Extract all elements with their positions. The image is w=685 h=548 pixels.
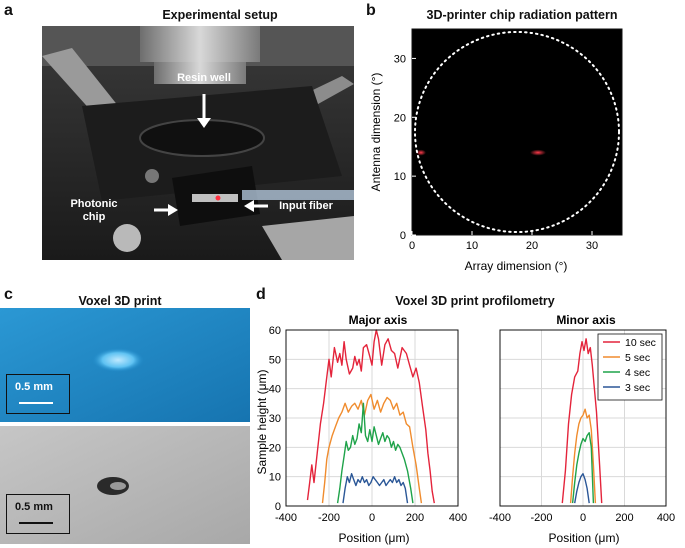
legend-box bbox=[597, 333, 663, 401]
chart-d-major-title: Major axis bbox=[349, 313, 408, 327]
chart-b-xtick-label: 30 bbox=[586, 240, 598, 252]
chart-b-xtick-label: 20 bbox=[526, 240, 538, 252]
series-line-5-sec bbox=[321, 393, 423, 504]
chart-d: -400 -200 0 200 400 0 10 20 30 40 50 60 -400 -200 0 20… bbox=[256, 313, 675, 545]
panel-letter-d: d bbox=[256, 286, 266, 303]
setup-photo: Resin well Photonic chip Input fiber bbox=[42, 26, 354, 260]
xtick-label: 0 bbox=[369, 512, 375, 524]
chart-d-minor-xlabel: Position (μm) bbox=[549, 531, 620, 545]
chart-b-ytick-label: 0 bbox=[400, 230, 406, 242]
series-line-4-sec bbox=[571, 431, 595, 504]
chart-b: 0 10 20 30 0 10 20 30 Array dimension (°) Anten… bbox=[369, 28, 623, 273]
xtick-label: -200 bbox=[530, 512, 552, 524]
panel-d-title: Voxel 3D print profilometry bbox=[395, 294, 555, 308]
panel-letter-b: b bbox=[366, 2, 376, 19]
input-fiber-label: Input fiber bbox=[279, 200, 333, 212]
xtick-label: 200 bbox=[615, 512, 633, 524]
xtick-label: 200 bbox=[406, 512, 424, 524]
scalebar-top-label: 0.5 mm bbox=[15, 381, 53, 393]
setup-photo-drawing bbox=[42, 26, 354, 260]
ytick-label: 20 bbox=[269, 442, 281, 454]
chart-b-xtick-label: 0 bbox=[409, 240, 415, 252]
series-line-5-sec bbox=[569, 408, 597, 504]
voxel-bottom-drawing bbox=[0, 426, 250, 544]
legend-label: 4 sec bbox=[625, 367, 650, 379]
panel-b-title: 3D-printer chip radiation pattern bbox=[426, 8, 618, 22]
chart-d-minor-title: Minor axis bbox=[556, 313, 616, 327]
chart-b-plot-area bbox=[412, 29, 622, 235]
xtick-label: 400 bbox=[449, 512, 467, 524]
chart-b-xlabel: Array dimension (°) bbox=[465, 259, 568, 273]
series-line-3-sec bbox=[342, 472, 409, 504]
scalebar-bottom-label: 0.5 mm bbox=[15, 501, 53, 513]
chart-b-ytick-label: 20 bbox=[394, 112, 406, 124]
chart-d-minor-frame bbox=[499, 329, 667, 507]
voxel-photo-top: 0.5 mm bbox=[0, 308, 250, 422]
scalebar-bottom-bar bbox=[19, 522, 53, 524]
ytick-label: 40 bbox=[269, 384, 281, 396]
ytick-label: 30 bbox=[269, 413, 281, 425]
xtick-label: -400 bbox=[489, 512, 511, 524]
scalebar-top-bar bbox=[19, 402, 53, 404]
chart-b-ytick-label: 30 bbox=[394, 53, 406, 65]
xtick-label: 0 bbox=[580, 512, 586, 524]
xtick-label: -400 bbox=[275, 512, 297, 524]
legend-label: 3 sec bbox=[625, 382, 650, 394]
boundary-circle bbox=[414, 30, 620, 234]
chart-b-ylabel: Antenna dimension (°) bbox=[369, 73, 383, 192]
series-line-3-sec bbox=[574, 472, 590, 504]
legend-label: 10 sec bbox=[625, 337, 656, 349]
xtick-label: -200 bbox=[318, 512, 340, 524]
ytick-label: 50 bbox=[269, 354, 281, 366]
series-line-10-sec bbox=[561, 338, 603, 504]
resin-well-label: Resin well bbox=[177, 72, 231, 84]
panel-a-title: Experimental setup bbox=[162, 8, 278, 22]
photonic-chip-label: Photonic chip bbox=[70, 198, 118, 223]
chart-b-frame bbox=[411, 28, 623, 236]
ytick-label: 60 bbox=[269, 325, 281, 337]
chart-d-ylabel: Sample height (μm) bbox=[256, 370, 269, 475]
voxel-photo-bottom: 0.5 mm bbox=[0, 426, 250, 544]
panel-c-title: Voxel 3D print bbox=[78, 294, 162, 308]
chart-d-major-xlabel: Position (μm) bbox=[339, 531, 410, 545]
chart-b-ytick-label: 10 bbox=[394, 171, 406, 183]
panel-letter-a: a bbox=[4, 2, 13, 19]
panel-letter-c: c bbox=[4, 286, 13, 303]
chart-d-major-frame bbox=[285, 329, 459, 507]
radiation-spot bbox=[530, 149, 546, 156]
ytick-label: 10 bbox=[269, 472, 281, 484]
series-line-10-sec bbox=[306, 329, 435, 504]
radiation-spot bbox=[416, 149, 426, 156]
xtick-label: 400 bbox=[657, 512, 675, 524]
scalebar-bottom: 0.5 mm bbox=[6, 494, 70, 534]
chart-b-xtick-label: 10 bbox=[466, 240, 478, 252]
scalebar-top: 0.5 mm bbox=[6, 374, 70, 414]
legend-label: 5 sec bbox=[625, 352, 650, 364]
series-line-4-sec bbox=[336, 402, 414, 504]
ytick-label: 0 bbox=[275, 501, 281, 513]
